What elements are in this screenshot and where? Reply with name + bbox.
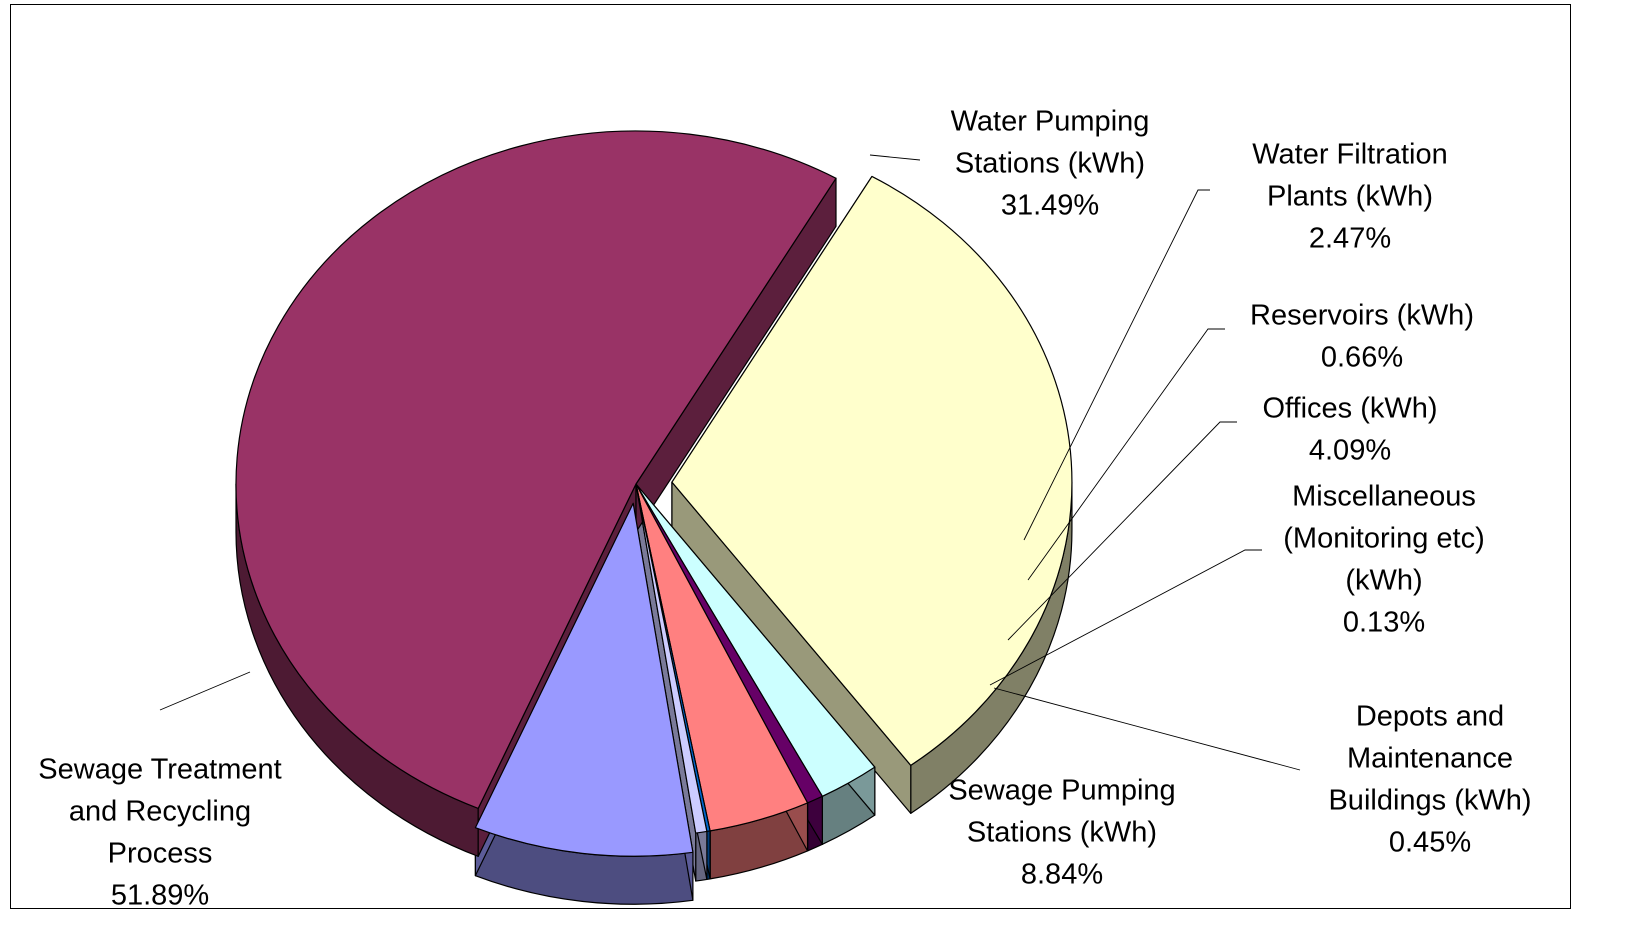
slice-label-6-line-0: Sewage Pumping [948,775,1175,807]
slice-label-3-line-0: Offices (kWh) [1262,393,1437,425]
slice-label-5-line-2: Buildings (kWh) [1328,785,1531,817]
slice-5 [635,483,708,834]
leader-line-7 [159,671,251,711]
slice-percent-label-4: 0.13% [1343,607,1425,639]
leader-line-4 [989,549,1262,686]
slice-percent-label-5: 0.45% [1389,827,1471,859]
slice-label-2-line-0: Reservoirs (kWh) [1250,300,1474,332]
slice-label-4-line-0: Miscellaneous [1292,481,1476,513]
slice-6 [474,502,694,857]
slice-percent-label-0: 31.49% [1001,190,1099,222]
slice-labels: Water Pumping Stations (kWh) 31.49% Water F… [38,106,1531,912]
slice-percent-label-7: 51.89% [111,880,209,912]
slice-label-5-line-1: Maintenance [1347,743,1513,775]
slice-0 [671,175,1073,766]
leader-lines [159,154,1301,771]
slice-label-7-line-2: Process [108,838,213,870]
leader-line-1 [1023,189,1210,541]
slice-7 [235,130,837,809]
leader-line-3 [1007,421,1237,641]
slice-label-4-line-2: (kWh) [1345,565,1422,597]
slice-label-0-line-1: Stations (kWh) [955,148,1145,180]
slice-percent-label-3: 4.09% [1309,435,1391,467]
slice-label-5-line-0: Depots and [1356,701,1504,733]
slice-label-0-line-0: Water Pumping [951,106,1150,138]
slice-label-7-line-1: and Recycling [69,796,251,828]
slice-label-7-line-0: Sewage Treatment [38,754,281,786]
pie-tops [235,130,1073,857]
slice-percent-label-6: 8.84% [1021,859,1103,891]
slice-percent-label-1: 2.47% [1309,223,1391,255]
leader-line-2 [1027,328,1225,581]
slice-label-1-line-0: Water Filtration [1252,139,1448,171]
slice-percent-label-2: 0.66% [1321,342,1403,374]
slice-label-4-line-1: (Monitoring etc) [1283,523,1484,555]
leader-line-0 [869,154,921,161]
slice-label-1-line-1: Plants (kWh) [1267,181,1433,213]
leader-line-5 [993,687,1301,771]
slice-label-6-line-1: Stations (kWh) [967,817,1157,849]
